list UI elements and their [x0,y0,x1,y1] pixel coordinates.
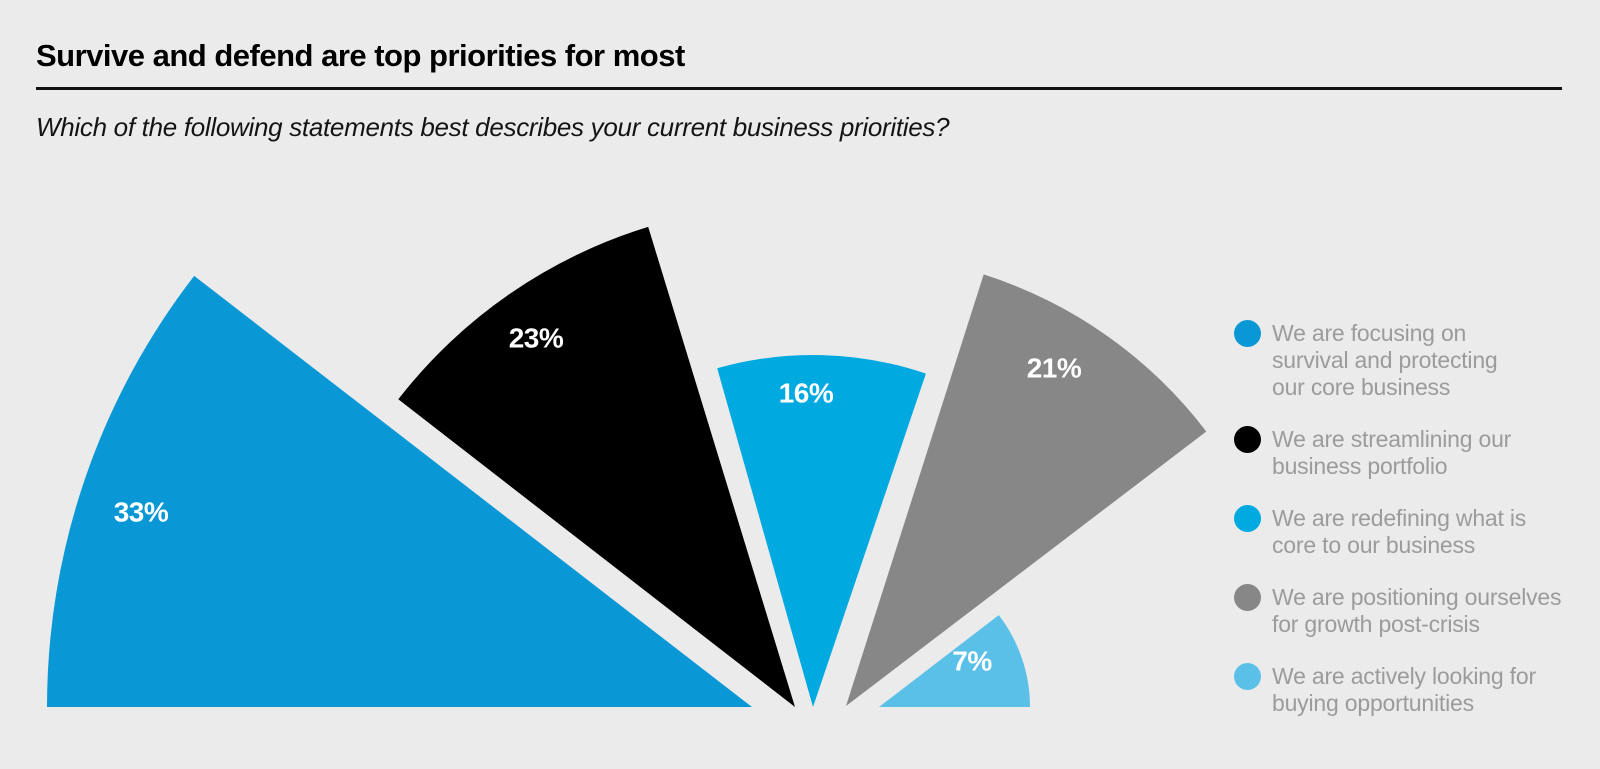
wedge-streamlining-portfolio [398,226,795,707]
legend-item-buying: We are actively looking for buying oppor… [1234,663,1564,717]
wedge-survival-core-business [47,275,752,707]
slice-label-survival-core-business: 33% [114,497,169,528]
wedge-buying-opportunities [879,615,1030,707]
chart-legend: We are focusing on survival and protecti… [1234,320,1564,742]
wedge-redefining-core [717,355,926,707]
slice-label-buying-opportunities: 7% [952,646,992,677]
page-title: Survive and defend are top priorities fo… [36,38,685,73]
slice-label-redefining-core: 16% [779,378,834,409]
legend-label: We are positioning ourselves for growth … [1272,584,1562,637]
legend-dot-buying [1234,663,1261,690]
legend-dot-streamlining [1234,426,1261,453]
legend-item-positioning: We are positioning ourselves for growth … [1234,584,1564,638]
legend-label: We are streamlining our business portfol… [1272,426,1512,479]
survey-question: Which of the following statements best d… [36,112,950,142]
legend-item-survival: We are focusing on survival and protecti… [1234,320,1564,401]
legend-item-redefining: We are redefining what is core to our bu… [1234,505,1564,559]
legend-dot-survival [1234,320,1261,347]
legend-label: We are focusing on survival and protecti… [1272,320,1498,400]
wedge-positioning-growth [846,274,1207,706]
legend-label: We are actively looking for buying oppor… [1272,663,1536,716]
legend-label: We are redefining what is core to our bu… [1272,505,1527,558]
slice-label-streamlining-portfolio: 23% [509,323,564,354]
legend-dot-positioning [1234,584,1261,611]
legend-dot-redefining [1234,505,1261,532]
slice-label-positioning-growth: 21% [1027,353,1082,384]
legend-item-streamlining: We are streamlining our business portfol… [1234,426,1564,480]
title-divider [36,87,1562,90]
